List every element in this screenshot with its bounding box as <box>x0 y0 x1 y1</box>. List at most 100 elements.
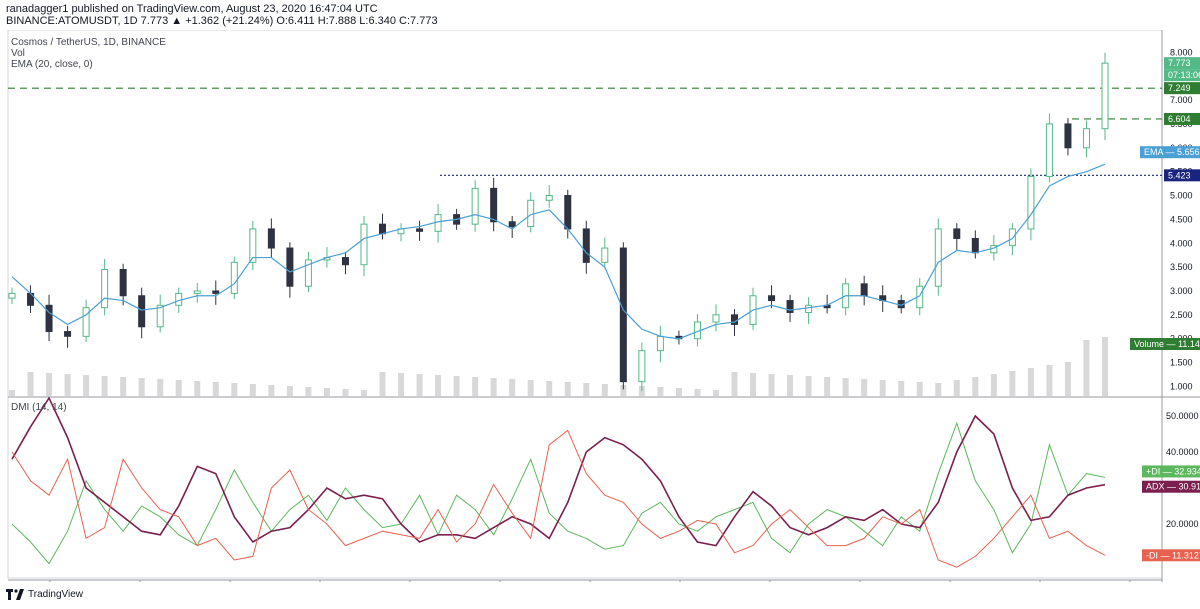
candle-body <box>45 304 53 333</box>
volume-bar <box>731 372 738 396</box>
volume-bar <box>490 378 497 396</box>
volume-bar <box>157 379 164 396</box>
candle-body <box>1027 175 1035 230</box>
tradingview-logo-icon <box>6 589 24 600</box>
candle-body <box>582 228 590 263</box>
volume-bar <box>583 383 590 396</box>
candle-body <box>8 292 16 299</box>
candle-body <box>601 247 609 263</box>
price-chart[interactable]: 8.0007.5007.0006.5006.0005.5005.0004.500… <box>0 30 1200 582</box>
volume-bar <box>83 375 90 396</box>
volume-bar <box>305 387 312 396</box>
ema-label: EMA (20, close, 0) <box>11 59 93 70</box>
ema-tag-label: EMA — 5.656 <box>1144 147 1200 157</box>
volume-bar <box>1027 368 1034 396</box>
volume-bar <box>694 389 701 396</box>
candle-body <box>1045 123 1053 177</box>
candle-body <box>156 304 164 328</box>
candle-body <box>175 292 183 306</box>
candle-body <box>82 307 90 337</box>
candle-body <box>101 269 109 309</box>
volume-bar <box>564 382 571 396</box>
volume-bar <box>546 381 553 396</box>
tradingview-footer[interactable]: TradingView <box>6 589 83 600</box>
volume-bar <box>231 383 238 396</box>
dmi-tick-label: 50.0000 <box>1166 411 1199 421</box>
candle-body <box>416 228 424 232</box>
last-price-tag-bg <box>1164 57 1200 70</box>
dmi-tag-di: -DI — 11.3127 <box>1146 550 1200 560</box>
dmi-di-line <box>11 421 1106 565</box>
candle-body <box>564 195 572 230</box>
candle-body <box>379 223 387 235</box>
volume-bar <box>453 376 460 396</box>
volume-bar <box>990 374 997 396</box>
volume-bar <box>898 381 905 396</box>
volume-bar <box>620 385 627 396</box>
countdown-tag-bg <box>1164 69 1200 82</box>
volume-bar <box>1009 371 1016 396</box>
ema-tag-bg <box>1140 146 1200 159</box>
volume-bar <box>842 378 849 396</box>
volume-bar <box>379 372 386 396</box>
volume-bar <box>323 388 330 396</box>
dmi-tick-label: 20.0000 <box>1166 519 1199 529</box>
volume-bar <box>27 372 34 396</box>
volume-bar <box>286 386 293 396</box>
volume-tag-bg <box>1130 338 1200 350</box>
candle-body <box>341 257 349 266</box>
candle-body <box>434 214 442 232</box>
volume-tag-label: Volume — 11.147M <box>1134 339 1200 349</box>
price-tick-label: 3.000 <box>1170 286 1193 296</box>
dmi-tick-label: 40.0000 <box>1166 447 1199 457</box>
candle-body <box>730 314 738 325</box>
candle-body <box>304 259 312 287</box>
volume-bar <box>212 382 219 396</box>
dmi-tag-bg <box>1142 465 1200 478</box>
dmi-tag-bg <box>1142 549 1200 562</box>
candle-body <box>490 187 498 223</box>
volume-bar <box>824 377 831 396</box>
volume-bar <box>657 387 664 396</box>
dmi-tag-di: +DI — 32.9346 <box>1146 466 1200 476</box>
volume-bar <box>953 380 960 396</box>
volume-bar <box>472 377 479 396</box>
volume-bar <box>861 379 868 396</box>
ema-line <box>11 163 1106 340</box>
price-tick-label: 8.000 <box>1170 47 1193 57</box>
support-tag-bg <box>1164 169 1200 182</box>
volume-bar <box>416 374 423 396</box>
level-tag-lower-bg <box>1164 112 1200 125</box>
volume-bar <box>46 373 53 396</box>
candle-body <box>768 295 776 302</box>
volume-bar <box>916 382 923 396</box>
candle-body <box>193 290 201 294</box>
volume-bar <box>787 375 794 396</box>
volume-bar <box>1083 340 1090 396</box>
dmi-di-line <box>11 429 1106 568</box>
support-tag: 5.423 <box>1168 170 1191 180</box>
volume-bar <box>194 381 201 396</box>
candle-body <box>230 261 238 294</box>
candle-body <box>953 228 961 239</box>
candle-body <box>1008 228 1016 247</box>
volume-bar <box>750 373 757 396</box>
symbol-summary: BINANCE:ATOMUSDT, 1D 7.773 ▲ +1.362 (+21… <box>6 15 438 27</box>
candle-body <box>119 269 127 297</box>
candle-body <box>138 295 146 328</box>
volume-bar <box>805 376 812 396</box>
brand-name: TradingView <box>28 589 84 600</box>
volume-bar <box>101 376 108 396</box>
volume-bar <box>120 377 127 396</box>
candle-body <box>360 223 368 266</box>
volume-bar <box>768 374 775 396</box>
candle-body <box>786 300 794 313</box>
price-tick-label: 4.500 <box>1170 214 1193 224</box>
price-tick-label: 1.500 <box>1170 358 1193 368</box>
volume-bar <box>1046 365 1053 396</box>
publish-info: ranadagger1 published on TradingView.com… <box>6 3 378 15</box>
candle-body <box>64 331 72 337</box>
candle-body <box>212 290 220 294</box>
last-price-tag: 7.773 <box>1168 58 1191 68</box>
volume-bar <box>1102 337 1108 396</box>
